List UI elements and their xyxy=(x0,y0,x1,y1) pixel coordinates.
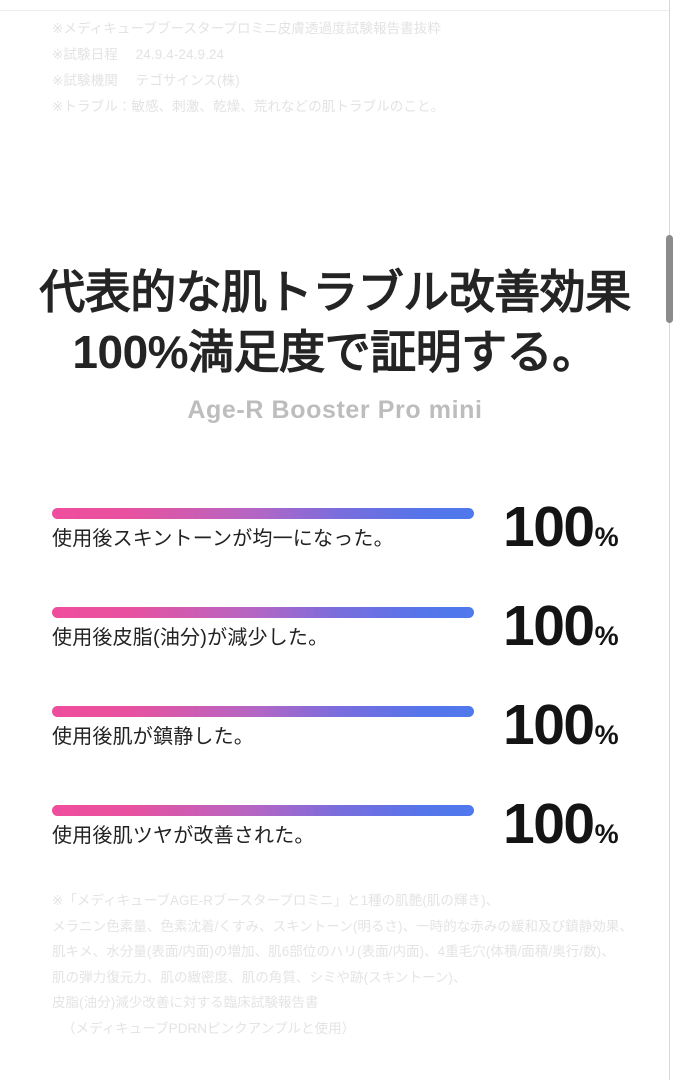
stat-value: 100% xyxy=(503,690,619,770)
footnote-line: 皮脂(油分)減少改善に対する臨床試験報告書 xyxy=(52,995,319,1010)
top-notes-block: ※メディキューブブースタープロミニ皮膚透過度試験報告書抜粋 ※試験日程 24.9… xyxy=(52,16,612,120)
progress-bar-track xyxy=(52,607,474,618)
progress-bar-track xyxy=(52,508,474,519)
footnote-line: ※「メディキューブAGE-Rブースタープロミニ」と1種の肌艶(肌の輝き)、 xyxy=(52,893,500,908)
stat-row: 使用後肌ツヤが改善された。 100% xyxy=(0,792,669,896)
progress-bar-fill xyxy=(52,706,474,717)
stats-chart: 使用後スキントーンが均一になった。 100% 使用後皮脂(油分)が減少した。 1… xyxy=(0,495,669,896)
stat-label: 使用後肌が鎮静した。 xyxy=(52,726,254,748)
footnote-line: 肌の弾力復元力、肌の緻密度、肌の角質、シミや跡(スキントーン)、 xyxy=(52,969,467,985)
stat-unit: % xyxy=(594,621,619,651)
stat-value: 100% xyxy=(503,492,619,572)
top-note-label: ※トラブル：敏感、刺激、乾燥、荒れなどの肌トラブルのこと。 xyxy=(52,99,445,114)
stat-value: 100% xyxy=(503,591,619,671)
stat-label: 使用後皮脂(油分)が減少した。 xyxy=(52,627,329,649)
stat-value: 100% xyxy=(503,789,619,869)
top-note-label: ※試験機関 xyxy=(52,73,118,88)
footnotes-block: ※「メディキューブAGE-Rブースタープロミニ」と1種の肌艶(肌の輝き)、 メラ… xyxy=(52,888,652,1041)
product-subtitle: Age-R Booster Pro mini xyxy=(187,396,483,424)
stat-label: 使用後肌ツヤが改善された。 xyxy=(52,825,315,847)
headline-line-2: 100%満足度で証明する。 xyxy=(72,325,598,378)
top-note-row: ※トラブル：敏感、刺激、乾燥、荒れなどの肌トラブルのこと。 xyxy=(52,94,612,120)
footnote-line: メラニン色素量、色素沈着/くすみ、スキントーン(明るさ)、一時的な赤みの緩和及び… xyxy=(52,918,633,934)
stat-unit: % xyxy=(594,720,619,750)
progress-bar-fill xyxy=(52,607,474,618)
stat-row: 使用後スキントーンが均一になった。 100% xyxy=(0,495,669,599)
page-title: 代表的な肌トラブル改善効果 100%満足度で証明する。 xyxy=(0,262,669,382)
scrollbar-thumb[interactable] xyxy=(666,235,673,323)
top-divider xyxy=(0,10,669,11)
footnote-line: （メディキューブPDRNピンクアンプルと使用） xyxy=(62,1020,356,1036)
top-note-label: ※試験日程 xyxy=(52,47,118,62)
stat-row: 使用後肌が鎮静した。 100% xyxy=(0,693,669,797)
stat-row: 使用後皮脂(油分)が減少した。 100% xyxy=(0,594,669,698)
stat-label: 使用後スキントーンが均一になった。 xyxy=(52,528,394,550)
headline-line-1: 代表的な肌トラブル改善効果 xyxy=(39,265,631,318)
top-note-row: ※試験日程 24.9.4-24.9.24 xyxy=(52,42,612,68)
stat-number: 100 xyxy=(503,495,595,559)
stat-unit: % xyxy=(594,819,619,849)
footnote-line: 肌キメ、水分量(表面/内面)の増加、肌6部位のハリ(表面/内面)、4重毛穴(体積… xyxy=(52,944,615,959)
top-note-value: 24.9.4-24.9.24 xyxy=(135,47,225,62)
stat-number: 100 xyxy=(503,792,595,856)
stat-unit: % xyxy=(594,522,619,552)
progress-bar-track xyxy=(52,805,474,816)
top-note-row: ※試験機関 テゴサインス(株) xyxy=(52,68,612,94)
top-note-row: ※メディキューブブースタープロミニ皮膚透過度試験報告書抜粋 xyxy=(52,16,612,42)
vertical-scrollbar[interactable] xyxy=(663,0,677,1080)
top-note-value: テゴサインス(株) xyxy=(135,73,240,88)
stat-number: 100 xyxy=(503,693,595,757)
progress-bar-fill xyxy=(52,508,474,519)
stat-number: 100 xyxy=(503,594,595,658)
progress-bar-fill xyxy=(52,805,474,816)
top-note-label: ※メディキューブブースタープロミニ皮膚透過度試験報告書抜粋 xyxy=(52,21,441,36)
progress-bar-track xyxy=(52,706,474,717)
